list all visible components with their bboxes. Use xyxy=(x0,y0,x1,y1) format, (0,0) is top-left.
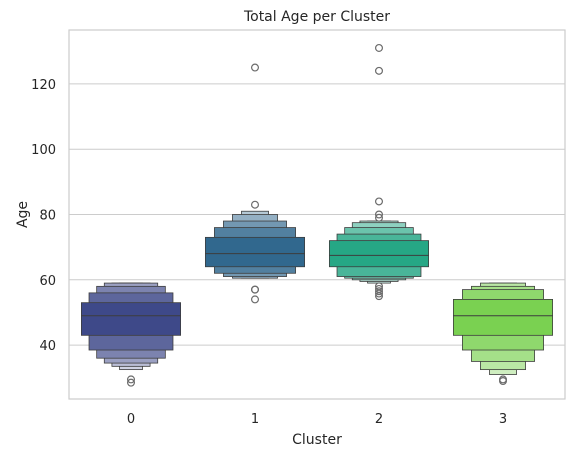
outlier-point xyxy=(375,282,384,291)
boxen-series xyxy=(81,210,553,375)
outlier-point xyxy=(251,200,260,209)
y-axis-ticks: 40 60 80 100 120 xyxy=(31,78,56,354)
outlier-point xyxy=(375,210,384,219)
outlier-point xyxy=(499,375,508,384)
boxen-cluster-0 xyxy=(81,282,181,371)
y-tick-label: 60 xyxy=(39,274,56,289)
x-tick-label: 0 xyxy=(127,412,135,427)
boxen-level xyxy=(328,240,429,268)
y-tick-label: 100 xyxy=(31,143,56,158)
outlier-point xyxy=(251,285,260,294)
x-tick-label: 1 xyxy=(251,412,259,427)
axes-border xyxy=(68,29,566,400)
outlier-point xyxy=(251,295,260,304)
x-axis-label: Cluster xyxy=(292,432,342,448)
plot-frame xyxy=(68,29,566,400)
y-tick-label: 40 xyxy=(39,339,56,354)
outlier-point xyxy=(375,284,384,293)
boxen-cluster-1 xyxy=(204,210,305,279)
outlier-point xyxy=(375,287,384,296)
boxen-level xyxy=(81,302,181,336)
outlier-points xyxy=(126,43,508,387)
outlier-point xyxy=(126,378,135,387)
outlier-point xyxy=(375,213,384,222)
boxen-cluster-3 xyxy=(452,282,553,375)
x-axis-ticks: 0 1 2 3 xyxy=(127,412,507,427)
y-axis-label: Age xyxy=(15,201,31,228)
outlier-point xyxy=(251,63,260,72)
x-tick-label: 3 xyxy=(499,412,507,427)
outlier-point xyxy=(375,43,384,52)
boxen-cluster-2 xyxy=(328,220,429,284)
chart-title: Total Age per Cluster xyxy=(243,9,390,25)
x-tick-label: 2 xyxy=(375,412,383,427)
y-tick-label: 80 xyxy=(39,209,56,224)
outlier-point xyxy=(126,375,135,384)
y-tick-label: 120 xyxy=(31,78,56,93)
boxen-level xyxy=(204,236,305,268)
boxen-level xyxy=(452,299,553,336)
outlier-point xyxy=(375,66,384,75)
outlier-point xyxy=(375,197,384,206)
